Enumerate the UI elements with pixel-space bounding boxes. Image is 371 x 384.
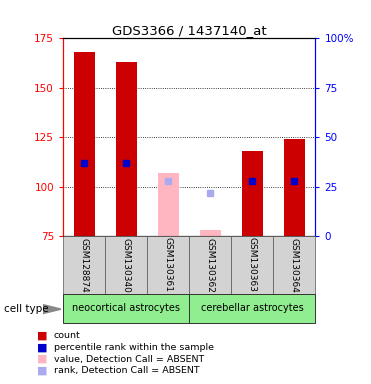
Bar [189,294,315,323]
Text: GSM130364: GSM130364 [290,238,299,292]
Text: rank, Detection Call = ABSENT: rank, Detection Call = ABSENT [54,366,200,375]
Text: value, Detection Call = ABSENT: value, Detection Call = ABSENT [54,354,204,364]
Title: GDS3366 / 1437140_at: GDS3366 / 1437140_at [112,24,266,37]
Text: ■: ■ [37,354,47,364]
Bar [147,236,189,294]
Text: percentile rank within the sample: percentile rank within the sample [54,343,214,352]
Text: cerebellar astrocytes: cerebellar astrocytes [201,303,303,313]
Bar [242,151,263,236]
Bar [273,236,315,294]
Bar [105,236,147,294]
Text: GSM130340: GSM130340 [122,238,131,292]
Text: GSM128874: GSM128874 [80,238,89,292]
Text: GSM130361: GSM130361 [164,237,173,293]
Bar [200,230,221,236]
Text: GSM130362: GSM130362 [206,238,215,292]
Text: ■: ■ [37,343,47,353]
Text: neocortical astrocytes: neocortical astrocytes [72,303,180,313]
Text: ■: ■ [37,331,47,341]
Text: count: count [54,331,81,341]
Bar [63,236,105,294]
Bar [63,294,189,323]
Text: ■: ■ [37,366,47,376]
Bar [158,173,179,236]
Bar [189,236,231,294]
Polygon shape [43,305,61,314]
Bar [284,139,305,236]
Bar [116,62,137,236]
Bar [231,236,273,294]
Text: cell type: cell type [4,304,48,314]
Text: GSM130363: GSM130363 [248,237,257,293]
Bar [73,52,95,236]
